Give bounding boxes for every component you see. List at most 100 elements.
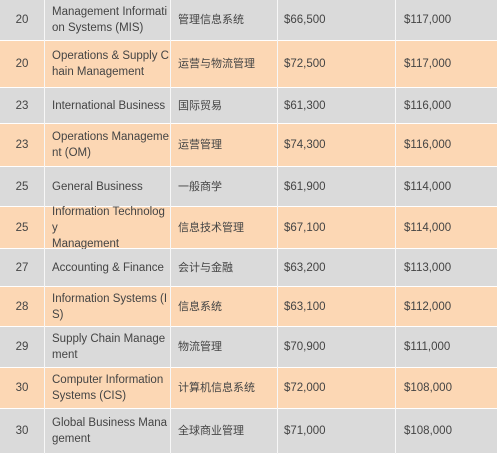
major-name: Global Business Mana gement (52, 415, 167, 447)
chinese-name-cell: 管理信息系统 (178, 13, 244, 26)
rank-cell: 25 (15, 180, 29, 193)
table-row: 28 Information Systems (I S) 信息系统 $63,100 $11… (0, 287, 497, 327)
major-line: Management Informati (52, 6, 168, 18)
rank-cell: 30 (15, 425, 29, 437)
major-name: Information Systems (I S) (52, 291, 167, 323)
mid-career-salary-cell: $108,000 (404, 382, 452, 394)
table-row: 23 Operations Manageme nt (OM) 运营管理 $74,300 $… (0, 124, 497, 167)
major-cell: Operations Manageme nt (OM) (52, 124, 170, 166)
major-cell: General Business (52, 167, 170, 206)
table-row: 30 Global Business Mana gement 全球商业管理 $71,00… (0, 409, 497, 454)
major-line: Information Systems (I (52, 292, 168, 305)
mid-career-salary-cell: $116,000 (404, 139, 452, 151)
table-row: 20 Operations & Supply C hain Management 运营… (0, 41, 497, 88)
major-line: nt (OM) (52, 147, 91, 159)
major-cell: Accounting & Finance (52, 249, 170, 286)
major-line: gement (52, 433, 91, 445)
major-name: Supply Chain Manage ment (52, 331, 165, 363)
table-row: 20 Management Informati on Systems (MIS) 管理… (0, 0, 497, 41)
major-name: International Business (52, 98, 165, 114)
mid-career-salary-cell: $112,000 (404, 300, 452, 313)
major-cell: Management Informati on Systems (MIS) (52, 0, 170, 40)
rank-cell: 29 (15, 341, 29, 353)
table-row: 27 Accounting & Finance 会计与金融 $63,200 $113,0… (0, 249, 497, 287)
chinese-name-cell: 物流管理 (178, 340, 222, 353)
major-line: Computer Information (52, 374, 164, 386)
mid-career-salary-cell: $117,000 (404, 14, 452, 26)
major-line: Management (52, 237, 120, 250)
starting-salary-cell: $72,000 (284, 382, 326, 394)
column-divider (44, 0, 45, 454)
major-line: Systems (CIS) (52, 390, 127, 402)
starting-salary-cell: $72,500 (284, 58, 326, 70)
major-line: Supply Chain Manage (52, 333, 166, 345)
mid-career-salary-cell: $116,000 (404, 99, 452, 112)
rank-cell: 20 (15, 14, 29, 26)
table-row: 23 International Business 国际贸易 $61,300 $116,… (0, 88, 497, 124)
major-line: Operations Manageme (52, 131, 169, 143)
table-row: 25 Information Technology Management 信息技术管理… (0, 206, 497, 250)
major-line: Global Business Mana (52, 417, 168, 429)
table-row: 25 General Business 一般商学 $61,900 $114,000 (0, 167, 497, 207)
mid-career-salary-cell: $114,000 (404, 221, 452, 234)
rank-cell: 20 (15, 58, 29, 70)
major-name: Operations Manageme nt (OM) (52, 129, 169, 161)
major-cell: Computer Information Systems (CIS) (52, 368, 170, 408)
rank-cell: 23 (15, 139, 29, 151)
column-divider (170, 0, 171, 454)
major-line: International Business (52, 99, 166, 112)
column-divider (277, 0, 278, 454)
rank-cell: 25 (15, 221, 29, 234)
major-line: Operations & Supply C (52, 50, 169, 62)
major-cell: Operations & Supply C hain Management (52, 41, 170, 87)
major-line: Information Technology (52, 205, 165, 234)
starting-salary-cell: $74,300 (284, 139, 326, 151)
major-cell: Supply Chain Manage ment (52, 327, 170, 367)
major-name: Accounting & Finance (52, 260, 164, 276)
mid-career-salary-cell: $113,000 (404, 261, 452, 274)
rank-cell: 27 (15, 261, 29, 274)
starting-salary-cell: $71,000 (284, 425, 326, 437)
starting-salary-cell: $70,900 (284, 341, 326, 353)
major-name: Operations & Supply C hain Management (52, 48, 169, 80)
major-line: General Business (52, 180, 143, 193)
chinese-name-cell: 计算机信息系统 (178, 381, 255, 394)
column-divider (395, 0, 396, 454)
table-row: 30 Computer Information Systems (CIS) 计算机信息… (0, 368, 497, 409)
major-name: Computer Information Systems (CIS) (52, 372, 163, 404)
chinese-name-cell: 全球商业管理 (178, 424, 244, 437)
major-name: Management Informati on Systems (MIS) (52, 4, 167, 36)
mid-career-salary-cell: $117,000 (404, 58, 452, 70)
major-cell: Information Systems (I S) (52, 287, 170, 326)
major-line: on Systems (MIS) (52, 22, 144, 34)
major-name: General Business (52, 179, 143, 195)
table-row: 29 Supply Chain Manage ment 物流管理 $70,900 $111… (0, 327, 497, 368)
chinese-name-cell: 一般商学 (178, 179, 222, 193)
rank-cell: 28 (15, 300, 29, 313)
chinese-name-cell: 信息技术管理 (178, 220, 244, 234)
chinese-name-cell: 运营管理 (178, 138, 222, 151)
mid-career-salary-cell: $108,000 (404, 425, 452, 437)
starting-salary-cell: $63,200 (284, 261, 326, 274)
major-line: ment (52, 349, 78, 361)
chinese-name-cell: 信息系统 (178, 299, 222, 313)
rank-cell: 23 (15, 99, 29, 112)
major-cell: International Business (52, 88, 170, 123)
starting-salary-cell: $63,100 (284, 300, 326, 313)
major-line: S) (52, 308, 64, 321)
major-cell: Global Business Mana gement (52, 409, 170, 453)
starting-salary-cell: $61,300 (284, 99, 326, 112)
major-line: Accounting & Finance (52, 261, 164, 274)
rank-cell: 30 (15, 382, 29, 394)
major-cell: Information Technology Management (52, 206, 170, 250)
chinese-name-cell: 会计与金融 (178, 260, 233, 274)
starting-salary-cell: $66,500 (284, 14, 326, 26)
mid-career-salary-cell: $114,000 (404, 180, 452, 193)
major-line: hain Management (52, 66, 145, 78)
major-name: Information Technology Management (52, 204, 170, 252)
chinese-name-cell: 运营与物流管理 (178, 57, 255, 70)
chinese-name-cell: 国际贸易 (178, 98, 222, 112)
starting-salary-cell: $67,100 (284, 221, 326, 234)
starting-salary-cell: $61,900 (284, 180, 326, 193)
